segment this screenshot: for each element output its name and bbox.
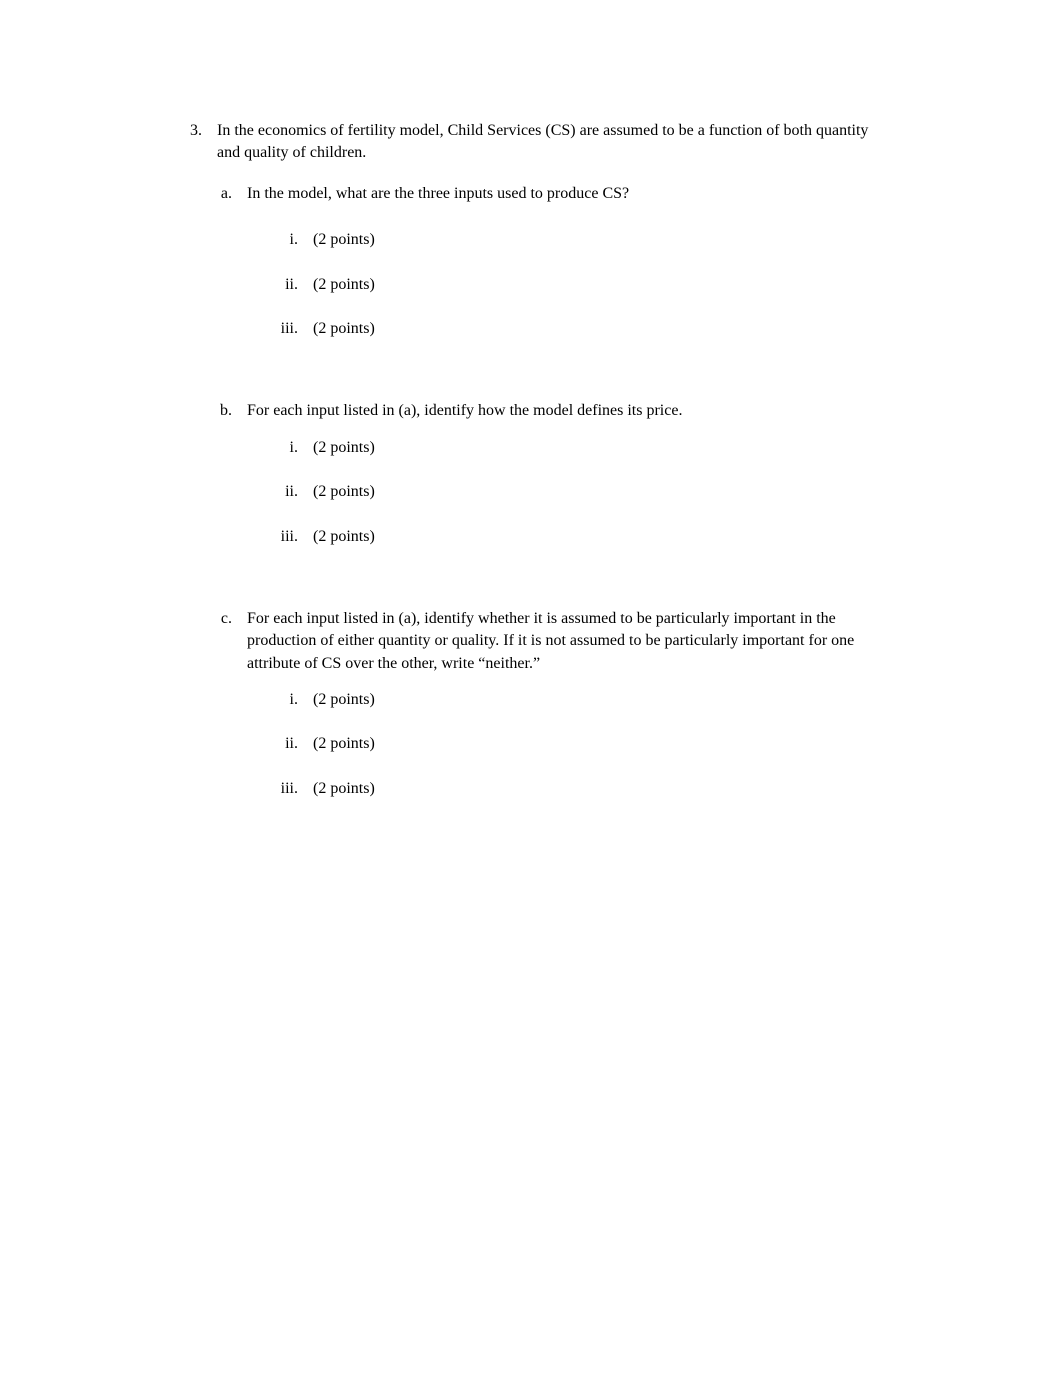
roman-text: (2 points) [313,481,882,503]
part-a: a. In the model, what are the three inpu… [217,183,882,341]
roman-number: iii. [267,778,313,800]
roman-item: i. (2 points) [267,229,882,251]
question-block: 3. In the economics of fertility model, … [185,120,882,808]
roman-number: ii. [267,733,313,755]
part-letter: b. [217,400,247,548]
roman-text: (2 points) [313,318,882,340]
roman-text: (2 points) [313,274,882,296]
part-letter: c. [217,608,247,800]
part-content: For each input listed in (a), identify h… [247,400,882,548]
roman-text: (2 points) [313,229,882,251]
roman-item: iii. (2 points) [267,778,882,800]
roman-item: ii. (2 points) [267,274,882,296]
part-text: In the model, what are the three inputs … [247,183,882,205]
part-text: For each input listed in (a), identify h… [247,400,882,422]
part-content: In the model, what are the three inputs … [247,183,882,341]
spacer [217,556,882,590]
roman-number: ii. [267,274,313,296]
roman-item: ii. (2 points) [267,733,882,755]
roman-item: i. (2 points) [267,689,882,711]
roman-number: i. [267,689,313,711]
part-content: For each input listed in (a), identify w… [247,608,882,800]
roman-number: i. [267,437,313,459]
roman-text: (2 points) [313,778,882,800]
roman-text: (2 points) [313,437,882,459]
roman-item: iii. (2 points) [267,526,882,548]
part-text: For each input listed in (a), identify w… [247,608,882,675]
part-letter: a. [217,183,247,341]
roman-number: iii. [267,318,313,340]
question-content: In the economics of fertility model, Chi… [217,120,882,808]
question-text: In the economics of fertility model, Chi… [217,120,882,165]
roman-item: iii. (2 points) [267,318,882,340]
roman-text: (2 points) [313,733,882,755]
part-b: b. For each input listed in (a), identif… [217,400,882,548]
roman-number: ii. [267,481,313,503]
roman-number: iii. [267,526,313,548]
question-number: 3. [185,120,217,808]
roman-text: (2 points) [313,526,882,548]
roman-item: i. (2 points) [267,437,882,459]
spacer [217,348,882,382]
roman-item: ii. (2 points) [267,481,882,503]
part-c: c. For each input listed in (a), identif… [217,608,882,800]
roman-text: (2 points) [313,689,882,711]
roman-number: i. [267,229,313,251]
